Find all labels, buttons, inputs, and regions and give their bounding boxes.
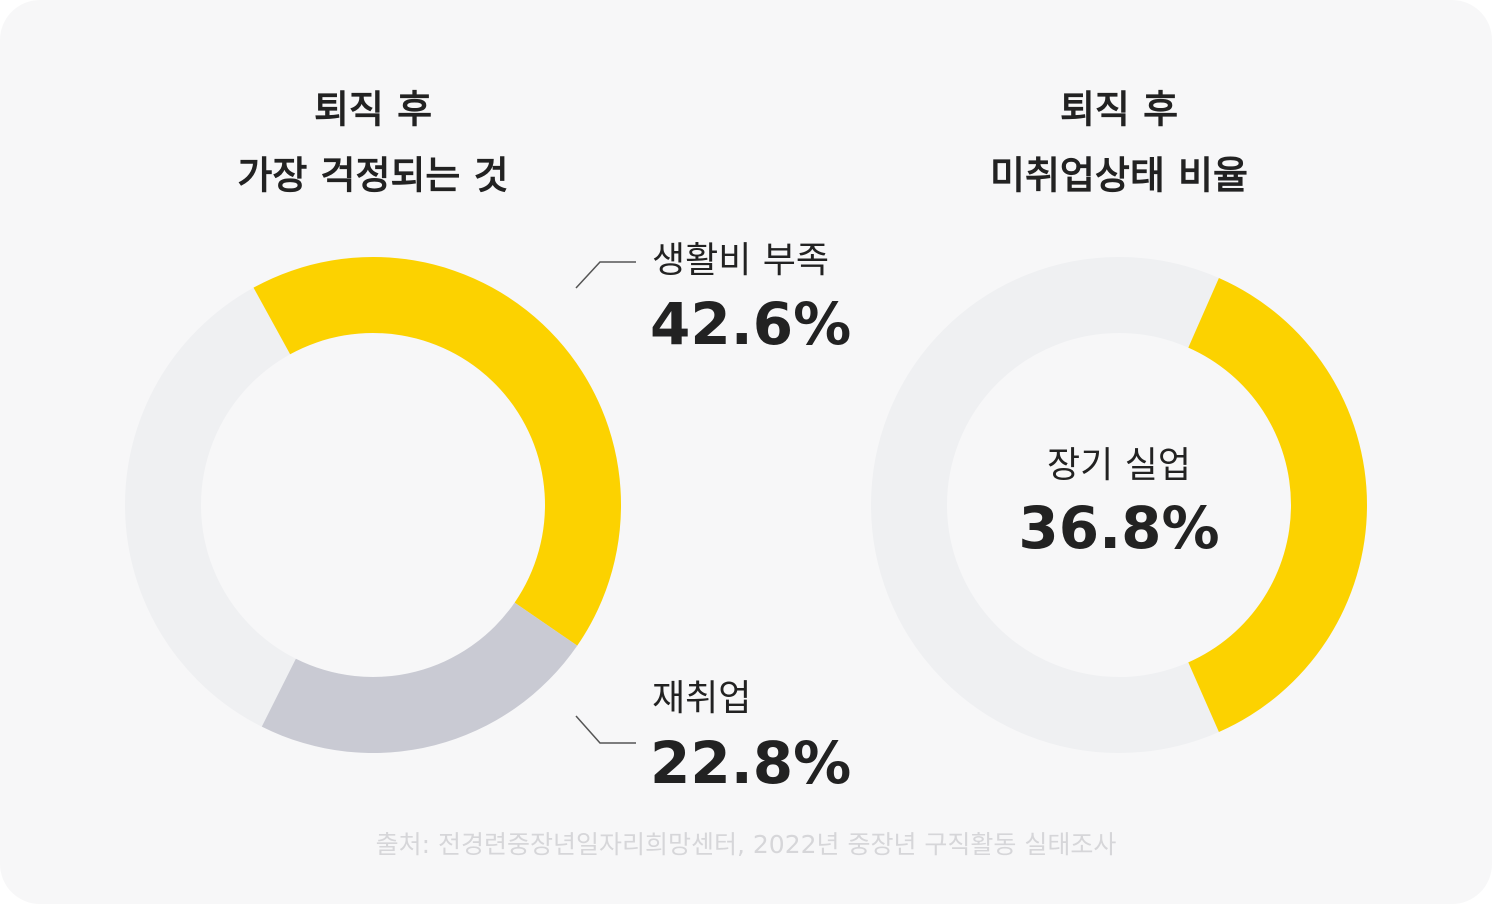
- chart-title: 퇴직 후: [1060, 88, 1178, 132]
- chart-title: 미취업상태 비율: [990, 154, 1248, 198]
- value-label: 42.6%: [650, 290, 851, 358]
- donut-segment: [1188, 278, 1367, 732]
- chart-title: 퇴직 후: [314, 88, 432, 132]
- leader-line: [575, 261, 636, 289]
- leader-line: [575, 715, 636, 744]
- category-label: 장기 실업: [1047, 445, 1191, 486]
- category-label: 생활비 부족: [652, 240, 829, 281]
- donut-segment: [261, 602, 578, 753]
- chart-title: 가장 걱정되는 것: [237, 154, 508, 198]
- source: 출처: 전경련중장년일자리희망센터, 2022년 중장년 구직활동 실태조사: [376, 830, 1117, 859]
- value-label: 22.8%: [650, 729, 851, 797]
- category-label: 재취업: [652, 678, 751, 719]
- value-label: 36.8%: [1018, 494, 1219, 562]
- donut-segment: [253, 257, 621, 646]
